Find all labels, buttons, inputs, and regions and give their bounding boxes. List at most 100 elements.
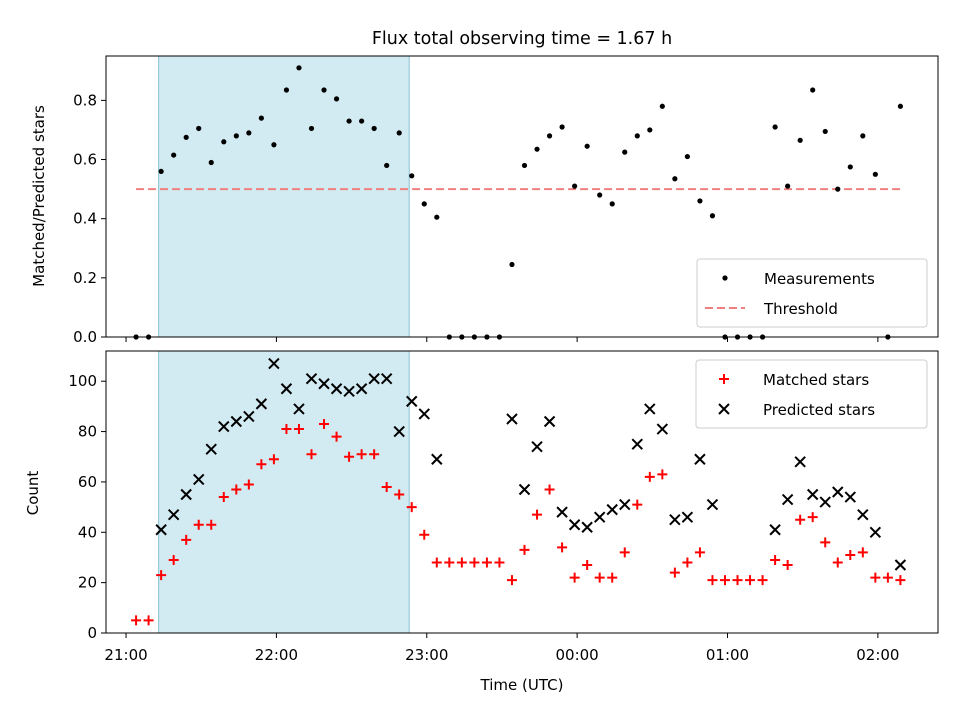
- measurement-point: [797, 137, 803, 143]
- matched-star-marker: [218, 492, 229, 503]
- measurement-point: [521, 162, 528, 169]
- legend-label: Predicted stars: [763, 401, 875, 419]
- matched-star-marker: [782, 560, 793, 571]
- y-tick-label: 0.2: [73, 269, 97, 287]
- predicted-star-marker: [832, 486, 844, 498]
- measurement-point: [371, 125, 377, 132]
- predicted-star-marker: [293, 403, 305, 415]
- measurement-point: [233, 133, 239, 139]
- matched-star-marker: [519, 544, 530, 555]
- matched-star-marker: [619, 547, 630, 558]
- top-axes-frame: [105, 55, 939, 338]
- measurement-point: [622, 149, 628, 155]
- legend-marker-plus: [719, 374, 729, 384]
- legend-label: Matched stars: [763, 371, 869, 389]
- predicted-star-marker: [343, 385, 355, 397]
- matched-star-marker: [268, 454, 279, 465]
- predicted-star-marker: [243, 410, 255, 423]
- matched-star-marker: [331, 431, 342, 442]
- matched-star-marker: [431, 557, 442, 568]
- y-tick-label: 100: [68, 372, 97, 390]
- matched-star-marker: [494, 557, 505, 568]
- matched-star-marker: [143, 615, 154, 626]
- measurement-point: [258, 115, 264, 121]
- measurement-point: [597, 192, 603, 198]
- matched-star-marker: [193, 519, 204, 530]
- measurement-point: [296, 65, 302, 71]
- matched-star-marker: [344, 451, 355, 462]
- measurement-point: [559, 124, 565, 130]
- predicted-star-marker: [180, 488, 192, 501]
- y-tick-label: 60: [78, 473, 97, 491]
- measurement-point: [221, 139, 227, 145]
- predicted-star-marker: [330, 383, 343, 395]
- measurement-point: [359, 118, 365, 124]
- x-tick-label: 00:00: [556, 646, 599, 664]
- matched-star-marker: [456, 557, 467, 568]
- top-y-axis-label: Matched/Predicted stars: [30, 105, 48, 287]
- predicted-star-marker: [380, 372, 393, 385]
- measurement-point: [208, 159, 214, 166]
- predicted-star-marker: [318, 378, 330, 390]
- predicted-star-marker: [305, 372, 318, 385]
- matched-star-marker: [569, 572, 580, 583]
- measurement-point: [659, 103, 665, 109]
- predicted-star-marker: [368, 372, 380, 385]
- predicted-star-marker: [355, 383, 368, 395]
- measurement-point: [158, 168, 164, 174]
- predicted-star-marker: [556, 506, 568, 518]
- legend-box: [696, 258, 928, 328]
- predicted-star-marker: [781, 493, 794, 506]
- matched-star-marker: [757, 575, 768, 586]
- matched-star-marker: [845, 549, 856, 560]
- legend-marker-x: [718, 403, 730, 415]
- matched-star-marker: [394, 489, 405, 500]
- measurement-point: [283, 87, 290, 93]
- x-tick-label: 02:00: [856, 646, 899, 664]
- measurement-point: [246, 130, 252, 136]
- predicted-star-marker: [193, 473, 205, 486]
- matched-star-marker: [594, 572, 605, 583]
- predicted-star-marker: [218, 420, 230, 433]
- highlight-span: [158, 350, 410, 634]
- measurement-point: [860, 133, 866, 139]
- x-axis-label: Time (UTC): [480, 676, 564, 694]
- matched-star-marker: [293, 424, 304, 435]
- matched-star-marker: [719, 575, 730, 586]
- measurement-point: [308, 125, 315, 132]
- predicted-star-marker: [706, 498, 719, 511]
- predicted-star-marker: [694, 453, 706, 465]
- measurement-point: [647, 127, 653, 133]
- measurement-point: [196, 125, 202, 132]
- matched-star-marker: [481, 557, 492, 568]
- bottom-x-ticks: 21:00 22:00 23:00 00:00 01:00 02:00: [104, 633, 899, 664]
- matched-star-marker: [857, 547, 868, 558]
- y-tick-label: 0.6: [73, 151, 97, 169]
- measurement-point: [785, 183, 791, 189]
- measurement-point: [684, 153, 690, 160]
- top-x-ticks: [125, 337, 879, 342]
- matched-star-marker: [131, 615, 142, 626]
- matched-star-marker: [469, 557, 480, 568]
- matched-star-marker: [406, 502, 417, 513]
- bottom-panel: 0 20 40 60 80 100 21:00 22:00 23:00 00:00 01:00 02…: [24, 350, 939, 694]
- measurement-point: [822, 128, 828, 135]
- predicted-star-marker: [606, 503, 618, 516]
- predicted-star-marker: [857, 508, 869, 521]
- matched-star-marker: [369, 449, 380, 460]
- matched-star-marker: [669, 567, 680, 578]
- measurement-point: [534, 146, 540, 152]
- predicted-star-marker: [819, 496, 831, 508]
- matched-stars-points: [131, 419, 906, 626]
- matched-star-marker: [206, 519, 217, 530]
- predicted-star-marker: [681, 511, 694, 523]
- matched-star-marker: [156, 570, 167, 581]
- y-tick-label: 0.0: [73, 328, 97, 346]
- measurement-point: [271, 142, 277, 148]
- predicted-star-marker: [894, 559, 907, 571]
- measurement-point: [810, 87, 816, 93]
- matched-star-marker: [807, 512, 818, 523]
- matched-star-marker: [895, 575, 906, 586]
- x-tick-label: 22:00: [255, 646, 298, 664]
